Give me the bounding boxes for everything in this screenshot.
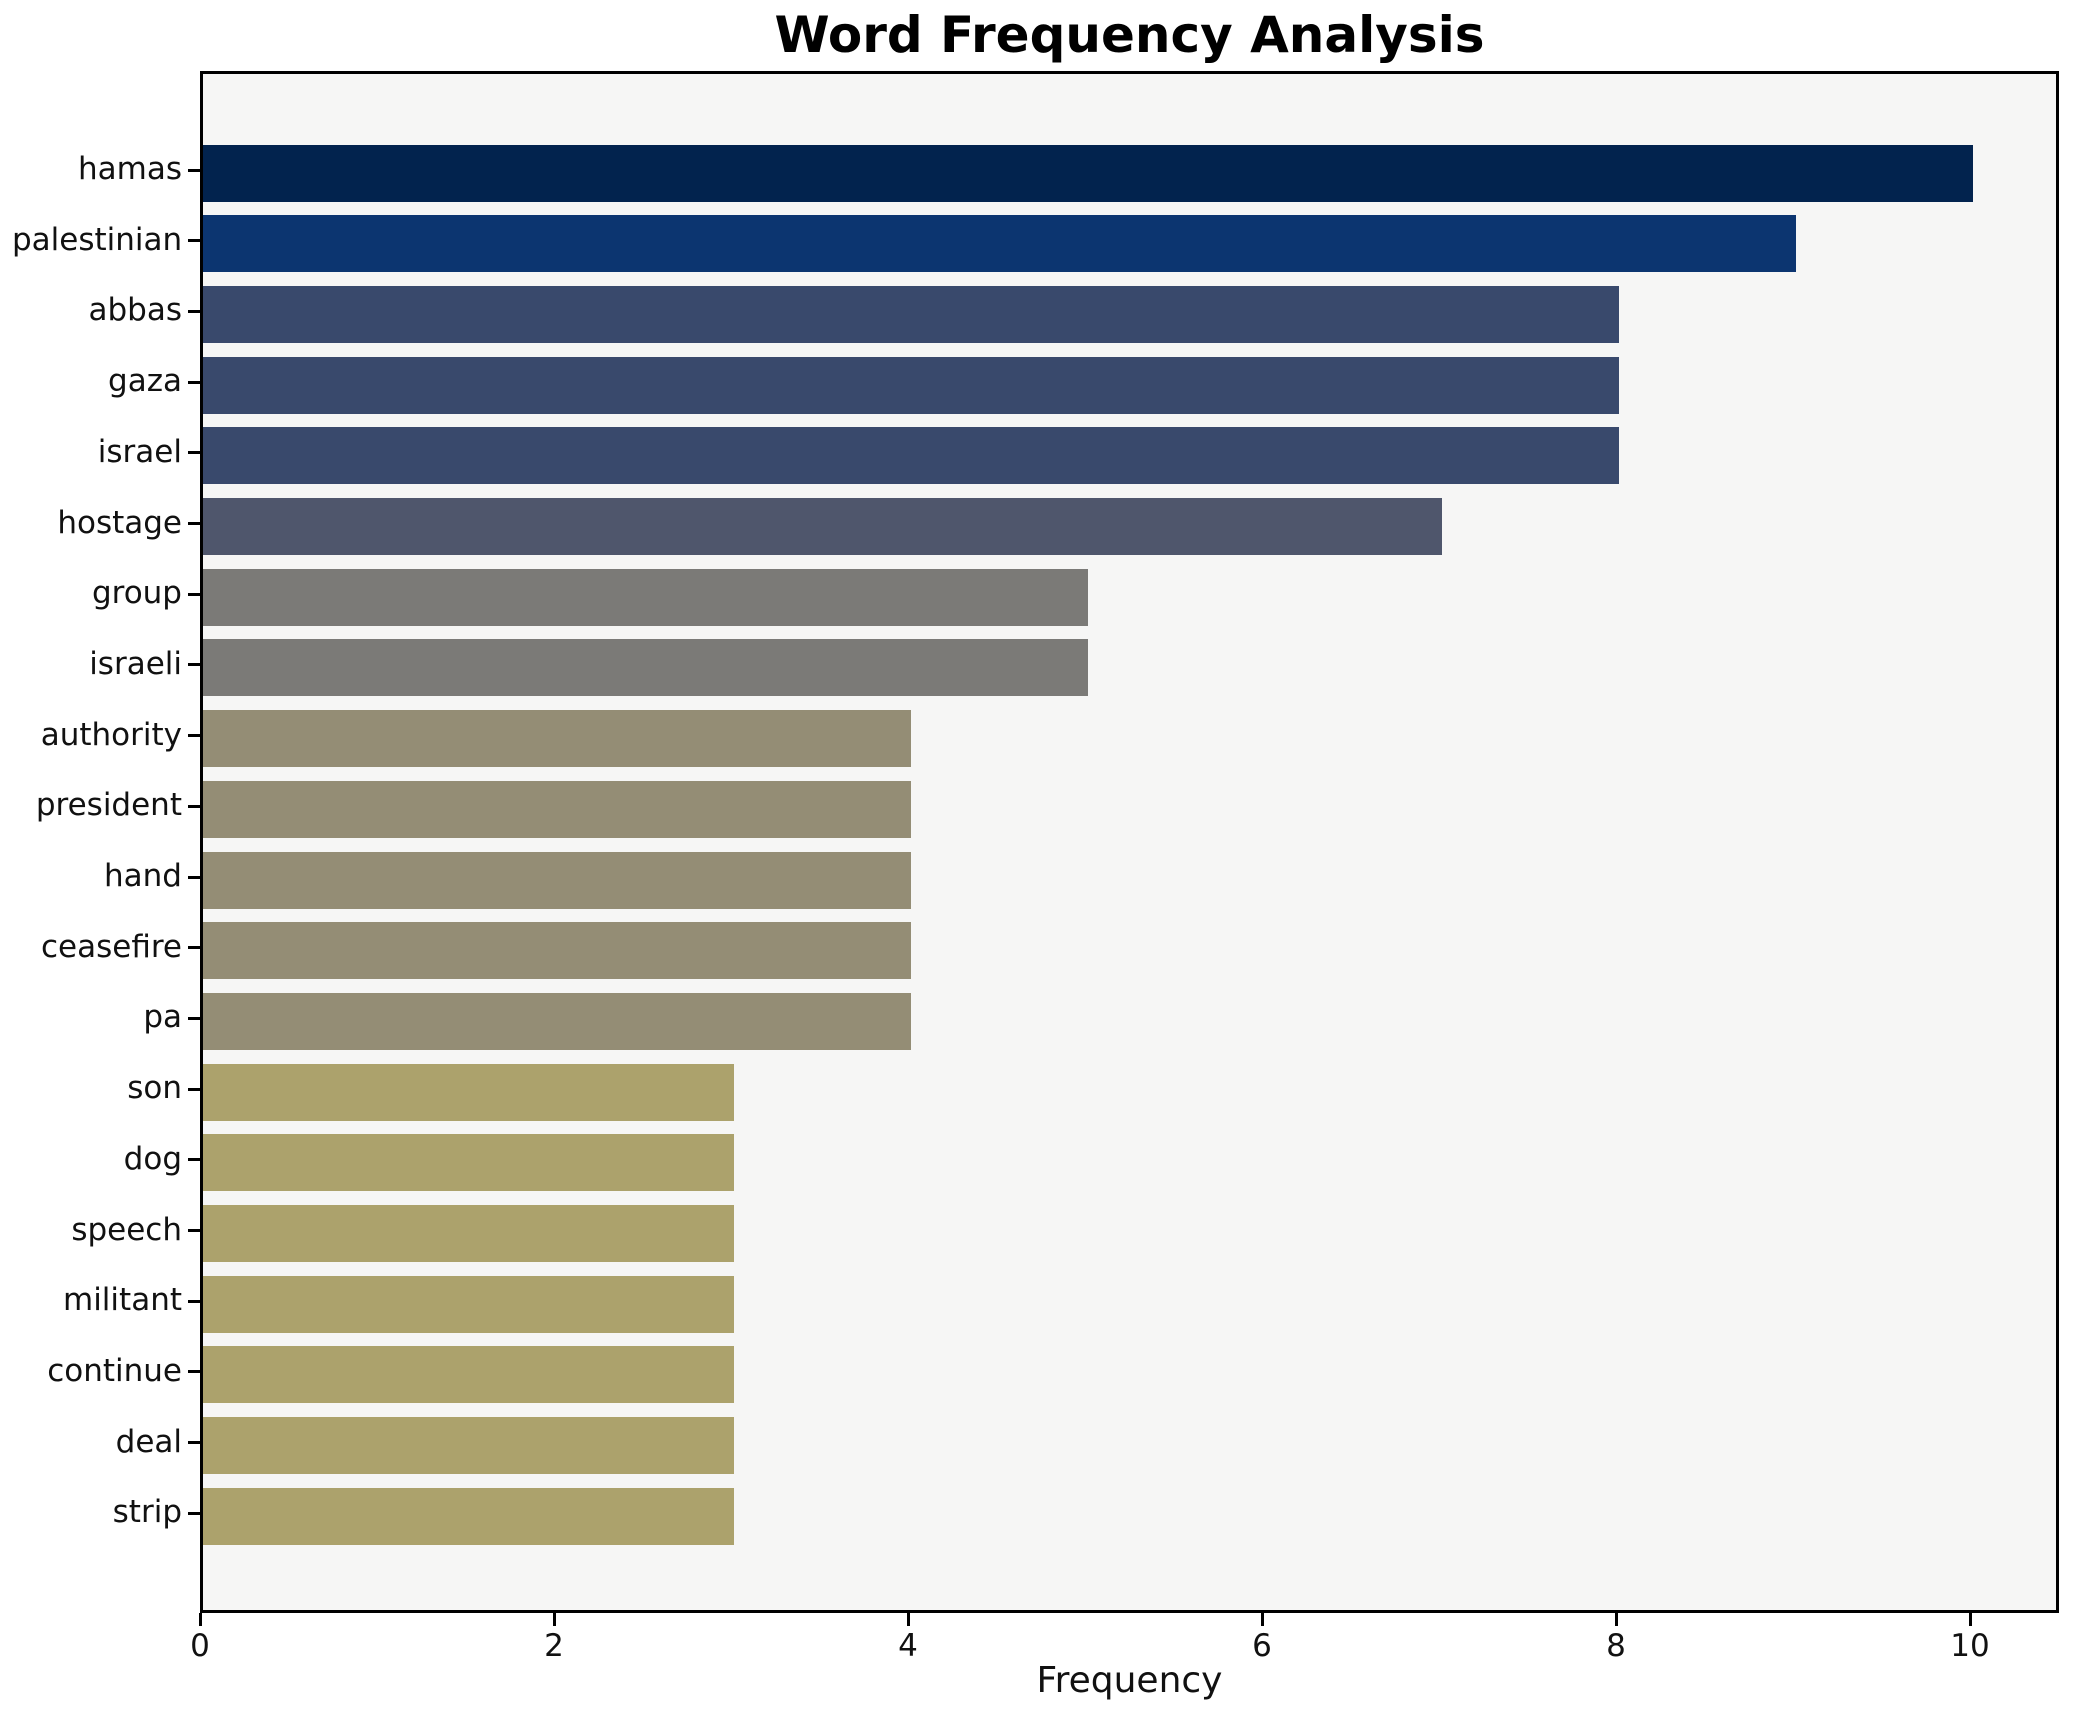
ytick-mark — [188, 592, 200, 596]
xtick-label-0: 0 — [190, 1628, 210, 1664]
bar-hamas — [203, 144, 1973, 202]
ytick-label-hostage: hostage — [57, 504, 182, 541]
bar-israel — [203, 427, 1619, 485]
ytick-mark — [188, 1299, 200, 1303]
xtick-label-10: 10 — [1950, 1628, 1990, 1664]
xtick-mark — [1968, 1613, 1972, 1626]
ytick-mark — [188, 946, 200, 950]
ytick-label-gaza: gaza — [108, 363, 182, 400]
ytick-label-hamas: hamas — [78, 151, 182, 187]
ytick-mark — [188, 1511, 200, 1515]
ytick-mark — [188, 734, 200, 738]
bar-dog — [203, 1134, 734, 1192]
ytick-mark — [188, 239, 200, 243]
ytick-mark — [188, 1229, 200, 1232]
ytick-mark — [188, 1087, 200, 1091]
ytick-label-palestinian: palestinian — [12, 221, 183, 258]
xtick-mark — [552, 1613, 556, 1626]
ytick-mark — [188, 1016, 200, 1020]
ytick-mark — [188, 380, 200, 384]
bar-pa — [203, 992, 911, 1050]
ytick-label-israel: israel — [97, 433, 182, 470]
plot-area — [200, 71, 2059, 1613]
bar-ceasefire — [203, 922, 911, 980]
ytick-mark — [188, 168, 200, 172]
ytick-mark — [188, 1441, 200, 1445]
ytick-label-son: son — [127, 1070, 182, 1107]
ytick-label-continue: continue — [47, 1352, 182, 1389]
ytick-label-authority: authority — [40, 716, 182, 753]
x-axis-label: Frequency — [1036, 1660, 1223, 1701]
ytick-label-group: group — [91, 575, 182, 612]
bar-son — [203, 1063, 734, 1121]
xtick-label-8: 8 — [1606, 1628, 1626, 1664]
bar-gaza — [203, 356, 1619, 414]
ytick-label-speech: speech — [71, 1211, 182, 1248]
ytick-label-pa: pa — [143, 999, 182, 1036]
bar-strip — [203, 1487, 734, 1545]
ytick-label-strip: strip — [112, 1494, 182, 1531]
bar-abbas — [203, 285, 1619, 343]
xtick-label-2: 2 — [544, 1628, 564, 1664]
ytick-mark — [188, 522, 200, 525]
bar-hostage — [203, 498, 1442, 555]
bar-palestinian — [203, 215, 1796, 273]
bar-hand — [203, 851, 911, 909]
ytick-label-hand: hand — [104, 858, 182, 894]
ytick-mark — [188, 804, 200, 808]
bar-president — [203, 780, 911, 838]
xtick-mark — [1614, 1613, 1618, 1626]
ytick-label-militant: militant — [63, 1282, 182, 1319]
xtick-label-6: 6 — [1252, 1628, 1272, 1664]
ytick-mark — [188, 1158, 200, 1162]
xtick-label-4: 4 — [898, 1628, 918, 1664]
xtick-mark — [1260, 1613, 1264, 1626]
ytick-label-ceasefire: ceasefire — [41, 928, 182, 965]
ytick-label-israeli: israeli — [89, 645, 182, 682]
bar-deal — [203, 1417, 734, 1475]
ytick-label-president: president — [35, 787, 182, 824]
ytick-label-abbas: abbas — [88, 292, 183, 329]
ytick-mark — [188, 1370, 200, 1374]
bar-continue — [203, 1346, 734, 1404]
bar-group — [203, 568, 1088, 626]
ytick-mark — [188, 663, 200, 667]
xtick-mark — [906, 1613, 910, 1626]
bar-speech — [203, 1205, 734, 1262]
ytick-label-dog: dog — [123, 1140, 182, 1177]
ytick-mark — [188, 875, 200, 879]
ytick-mark — [188, 309, 200, 313]
ytick-mark — [188, 451, 200, 455]
ytick-label-deal: deal — [115, 1423, 182, 1460]
xtick-mark — [198, 1613, 202, 1626]
bar-authority — [203, 710, 911, 768]
chart-title: Word Frequency Analysis — [774, 6, 1485, 64]
bar-militant — [203, 1275, 734, 1333]
bar-israeli — [203, 639, 1088, 697]
